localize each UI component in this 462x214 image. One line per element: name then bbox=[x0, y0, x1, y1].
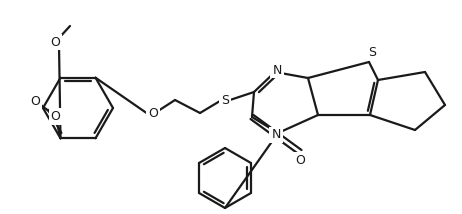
Text: N: N bbox=[272, 64, 282, 76]
Text: S: S bbox=[221, 94, 229, 107]
Text: O: O bbox=[30, 95, 41, 108]
Text: N: N bbox=[271, 128, 281, 141]
Text: S: S bbox=[368, 46, 376, 58]
Text: O: O bbox=[50, 36, 60, 49]
Text: O: O bbox=[295, 153, 305, 166]
Text: O: O bbox=[50, 110, 61, 123]
Text: O: O bbox=[148, 107, 158, 119]
